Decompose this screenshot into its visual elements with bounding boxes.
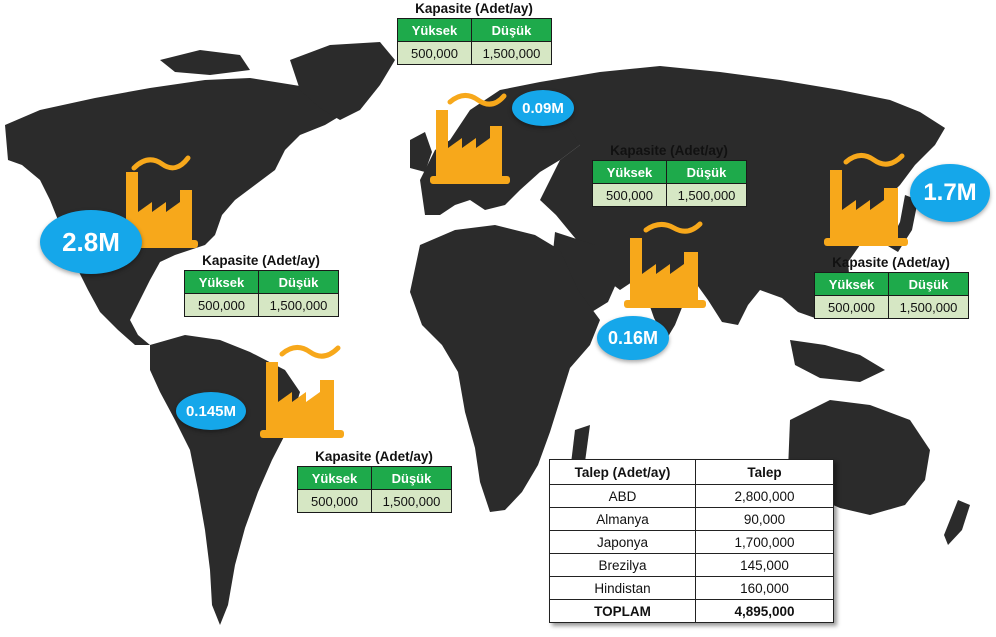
capacity-box-brezilya: Kapasite (Adet/ay) Yüksek Düşük 500,000 1,… [297,448,452,513]
factory-icon-brezilya [260,345,344,438]
total-label: TOPLAM [549,599,696,623]
new-zealand [944,500,970,545]
col-low: Düşük [371,466,452,490]
high-value: 500,000 [184,293,259,317]
capacity-box-japonya: Kapasite (Adet/ay) Yüksek Düşük 500,000 1,… [814,254,969,319]
capacity-title: Kapasite (Adet/ay) [415,1,533,16]
table-row: Hindistan 160,000 [549,576,834,600]
table-row: Japonya 1,700,000 [549,530,834,554]
high-value: 500,000 [814,295,889,319]
capacity-title: Kapasite (Adet/ay) [315,449,433,464]
col-high: Yüksek [592,160,667,184]
country-cell: Brezilya [549,553,696,577]
capacity-table: Yüksek Düşük 500,000 1,500,000 [592,160,747,207]
col-high: Yüksek [814,272,889,296]
uk [410,132,432,172]
low-value: 1,500,000 [258,293,339,317]
capacity-table: Yüksek Düşük 500,000 1,500,000 [184,270,339,317]
demand-header-country: Talep (Adet/ay) [549,459,696,485]
demand-table: Talep (Adet/ay) Talep ABD 2,800,000 Alman… [549,459,834,623]
high-value: 500,000 [297,489,372,513]
value-cell: 90,000 [695,507,834,531]
capacity-table: Yüksek Düşük 500,000 1,500,000 [297,466,452,513]
capacity-box-almanya: Kapasite (Adet/ay) Yüksek Düşük 500,000 1,… [397,0,552,65]
demand-bubble-brezilya: 0.145M [176,392,246,430]
demand-bubble-hindistan: 0.16M [597,316,669,360]
factory-icon-japonya [824,153,908,246]
factory-icon-almanya [430,93,510,184]
capacity-box-hindistan: Kapasite (Adet/ay) Yüksek Düşük 500,000 1,… [592,142,747,207]
col-low: Düşük [666,160,747,184]
capacity-title: Kapasite (Adet/ay) [202,253,320,268]
value-cell: 160,000 [695,576,834,600]
total-row: TOPLAM 4,895,000 [549,599,834,623]
table-row: ABD 2,800,000 [549,484,834,508]
value-cell: 1,700,000 [695,530,834,554]
col-low: Düşük [888,272,969,296]
country-cell: Hindistan [549,576,696,600]
table-row: Brezilya 145,000 [549,553,834,577]
greenland [290,42,395,120]
demand-bubble-almanya: 0.09M [512,90,574,126]
factory-icon-hindistan [624,221,706,308]
high-value: 500,000 [397,41,472,65]
country-cell: ABD [549,484,696,508]
capacity-table: Yüksek Düşük 500,000 1,500,000 [814,272,969,319]
low-value: 1,500,000 [471,41,552,65]
col-high: Yüksek [397,18,472,42]
col-high: Yüksek [297,466,372,490]
col-low: Düşük [471,18,552,42]
table-row: Almanya 90,000 [549,507,834,531]
arctic-islands [160,50,250,75]
country-cell: Almanya [549,507,696,531]
demand-bubble-abd: 2.8M [40,210,142,274]
col-high: Yüksek [184,270,259,294]
low-value: 1,500,000 [371,489,452,513]
value-cell: 2,800,000 [695,484,834,508]
sea-islands [790,340,885,382]
col-low: Düşük [258,270,339,294]
africa [410,225,600,512]
capacity-title: Kapasite (Adet/ay) [610,143,728,158]
total-value: 4,895,000 [695,599,834,623]
low-value: 1,500,000 [888,295,969,319]
value-cell: 145,000 [695,553,834,577]
low-value: 1,500,000 [666,183,747,207]
country-cell: Japonya [549,530,696,554]
demand-header-value: Talep [695,459,834,485]
capacity-box-abd: Kapasite (Adet/ay) Yüksek Düşük 500,000 1,… [184,252,339,317]
high-value: 500,000 [592,183,667,207]
capacity-table: Yüksek Düşük 500,000 1,500,000 [397,18,552,65]
capacity-title: Kapasite (Adet/ay) [832,255,950,270]
demand-bubble-japonya: 1.7M [910,164,990,222]
